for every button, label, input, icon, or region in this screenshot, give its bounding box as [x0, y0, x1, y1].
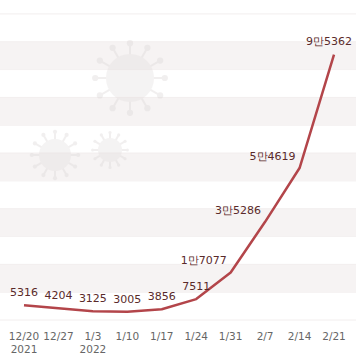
x-tick-label: 1/10 [116, 330, 140, 342]
x-tick-label: 2/14 [288, 330, 312, 342]
grid-line [0, 41, 356, 42]
grid-line [0, 320, 356, 321]
x-tick-label: 1/17 [150, 330, 174, 342]
data-label: 3005 [113, 293, 141, 306]
x-tick-label: 2/7 [257, 330, 274, 342]
virus-icon [30, 130, 81, 181]
data-label: 4204 [44, 289, 72, 302]
grid-band [0, 97, 356, 125]
grid-line [0, 13, 356, 14]
data-label: 3125 [79, 292, 107, 305]
x-tick-label: 2/21 [322, 330, 346, 342]
virus-icon [92, 40, 168, 116]
x-tick-label: 1/32022 [80, 330, 107, 355]
grid [0, 14, 356, 320]
x-tick-label: 12/202021 [9, 330, 39, 355]
grid-line [0, 97, 356, 98]
virus-icon [91, 131, 129, 169]
grid-band [0, 42, 356, 70]
data-label: 3856 [148, 290, 176, 303]
chart-svg: 5316 4204 3125 3005 3856 7511 1만7077 3만5286 5만46… [0, 0, 356, 364]
line [24, 55, 334, 312]
data-label: 3만5286 [215, 204, 261, 217]
data-label: 5316 [10, 286, 38, 299]
data-label: 7511 [182, 280, 210, 293]
data-label: 1만7077 [181, 254, 227, 267]
grid-band [0, 209, 356, 237]
grid-band [0, 264, 356, 292]
x-tick-label: 1/31 [219, 330, 243, 342]
data-label: 9만5362 [306, 35, 352, 48]
data-label: 5만4619 [250, 150, 296, 163]
grid-line [0, 208, 356, 209]
x-tick-label: 1/24 [184, 330, 208, 342]
series [24, 55, 334, 312]
chart-root: 5316 4204 3125 3005 3856 7511 1만7077 3만5286 5만46… [0, 0, 356, 364]
x-tick-label: 12/27 [43, 330, 73, 342]
grid-line [0, 264, 356, 265]
